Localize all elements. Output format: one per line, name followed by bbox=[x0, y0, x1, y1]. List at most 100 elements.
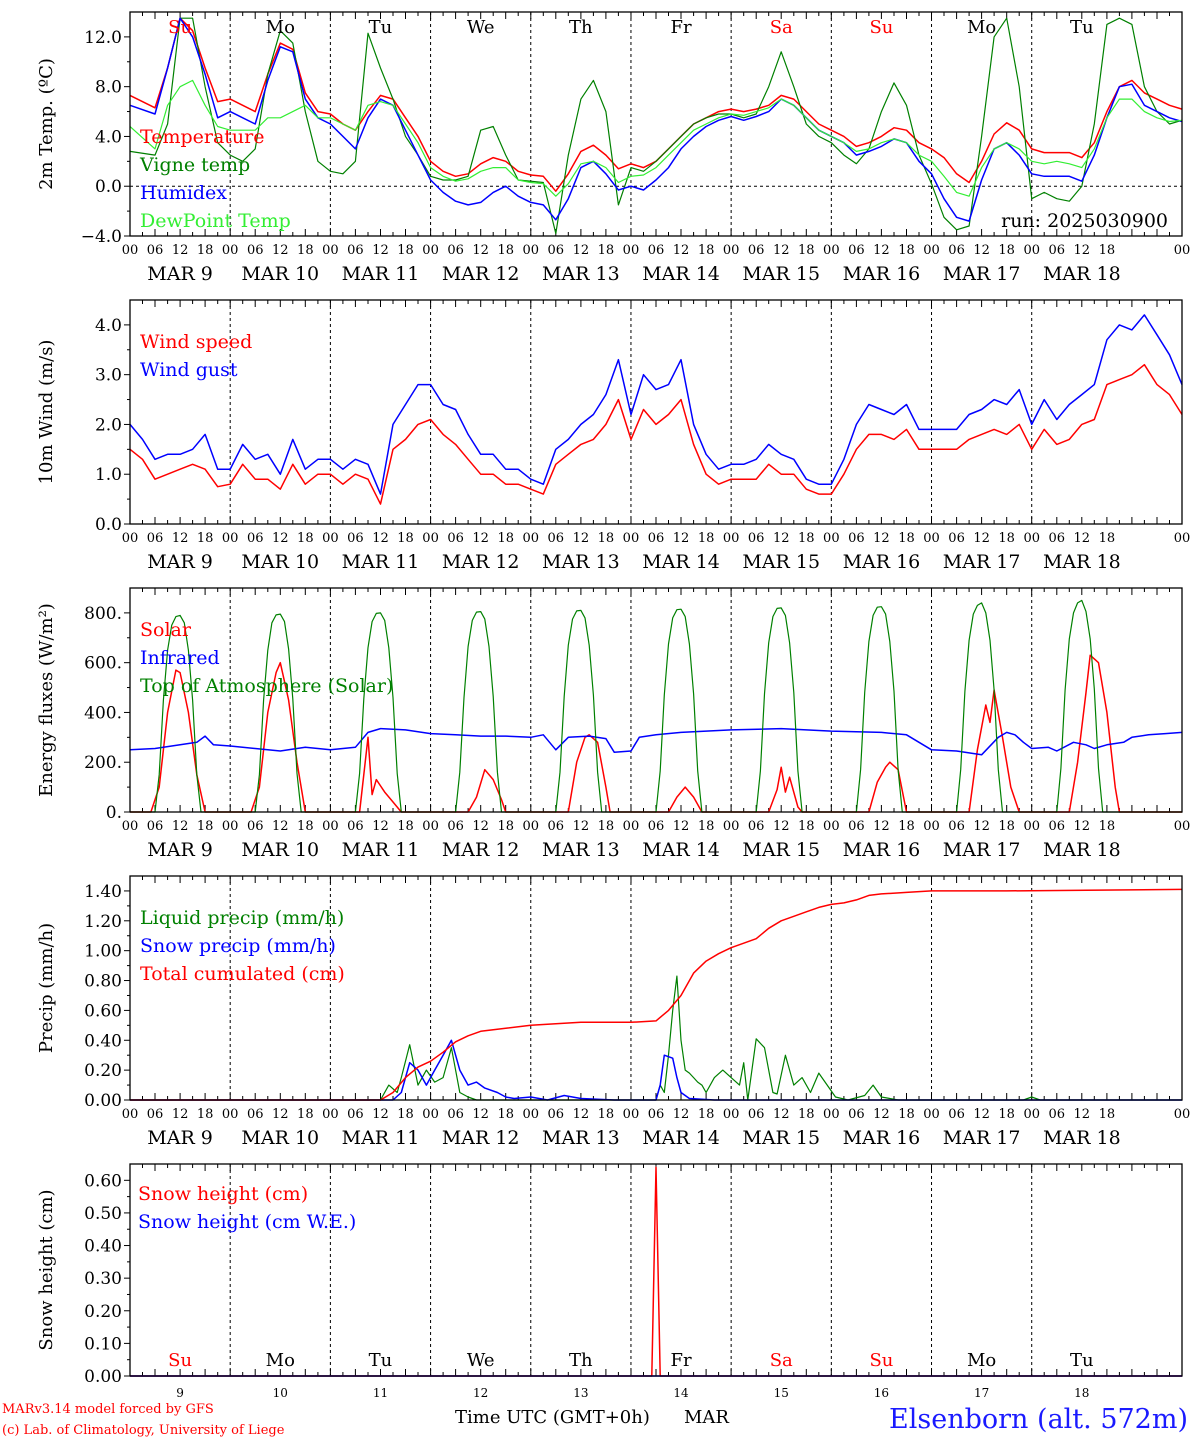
hour-tick-label: 00 bbox=[422, 819, 439, 834]
y-tick-label: 0.60 bbox=[84, 1001, 122, 1021]
hour-tick-label: 12 bbox=[673, 243, 690, 258]
date-label: MAR 18 bbox=[1043, 551, 1121, 573]
hour-tick-label: 06 bbox=[748, 819, 765, 834]
y-tick-label: 0.00 bbox=[84, 1091, 122, 1111]
y-tick-label: 0.40 bbox=[84, 1031, 122, 1051]
date-label: MAR 17 bbox=[943, 839, 1021, 861]
hour-tick-label: 12 bbox=[472, 243, 489, 258]
date-label: MAR 13 bbox=[542, 551, 620, 573]
y-axis-label: 2m Temp. (ºC) bbox=[36, 58, 57, 190]
hour-tick-label: 00 bbox=[923, 819, 940, 834]
hour-tick-label: 06 bbox=[247, 531, 264, 546]
hour-tick-label: 12 bbox=[773, 1107, 790, 1122]
series-line-blue bbox=[129, 727, 1183, 756]
hour-tick-label: 00 bbox=[122, 819, 139, 834]
hour-tick-label: 12 bbox=[472, 1107, 489, 1122]
plot-frame bbox=[129, 1163, 1183, 1377]
y-tick-label: 4.0 bbox=[95, 127, 122, 147]
hour-tick-label: 00 bbox=[522, 531, 539, 546]
hour-tick-label: 18 bbox=[197, 531, 214, 546]
hour-tick-label: 06 bbox=[648, 243, 665, 258]
series-line-green bbox=[129, 17, 1183, 235]
hour-tick-label: 12 bbox=[673, 531, 690, 546]
y-tick-label: 0.20 bbox=[84, 1302, 122, 1322]
legend-entry: Total cumulated (cm) bbox=[140, 963, 345, 985]
hour-ticks bbox=[129, 12, 1183, 236]
hour-tick-label: 18 bbox=[898, 531, 915, 546]
y-tick-label: 1.20 bbox=[84, 912, 122, 932]
hour-tick-label: 00 bbox=[923, 531, 940, 546]
hour-tick-label: 06 bbox=[1048, 819, 1065, 834]
series-line-blue bbox=[129, 314, 1183, 495]
hour-tick-label: 18 bbox=[297, 1107, 314, 1122]
hour-tick-label: 18 bbox=[397, 531, 414, 546]
hour-tick-label: 18 bbox=[497, 531, 514, 546]
hour-tick-label: 00 bbox=[1023, 1107, 1040, 1122]
hour-tick-label: 00 bbox=[723, 1107, 740, 1122]
hour-tick-label: 06 bbox=[948, 1107, 965, 1122]
hour-tick-label: 06 bbox=[648, 819, 665, 834]
series-line-red bbox=[129, 17, 1183, 192]
date-label: MAR 16 bbox=[843, 263, 921, 285]
y-tick-label: 0.30 bbox=[84, 1269, 122, 1289]
date-label: MAR 9 bbox=[147, 839, 213, 861]
legend-entry: DewPoint Temp bbox=[140, 210, 291, 232]
date-label: MAR 17 bbox=[943, 551, 1021, 573]
run-label: run: 2025030900 bbox=[1001, 210, 1168, 232]
hour-tick-label: 18 bbox=[1099, 1107, 1116, 1122]
y-tick-label: 0.80 bbox=[84, 972, 122, 992]
series-line-red bbox=[129, 363, 1183, 505]
hour-tick-label: 12 bbox=[372, 819, 389, 834]
hour-tick-label: 12 bbox=[372, 531, 389, 546]
date-label: MAR 18 bbox=[1043, 1127, 1121, 1149]
hour-tick-label: 18 bbox=[898, 819, 915, 834]
hour-tick-label: 18 bbox=[497, 819, 514, 834]
legend-entry: Wind speed bbox=[140, 331, 252, 353]
y-tick-label: 0.10 bbox=[84, 1334, 122, 1354]
chart-panels: 12.0 8.0 4.0 0.0 −4.0 2m Temp. (ºC) Temperatur… bbox=[36, 11, 1191, 1400]
date-label: MAR 13 bbox=[542, 1127, 620, 1149]
hour-tick-label: 06 bbox=[648, 531, 665, 546]
date-number-label: 18 bbox=[1074, 1386, 1089, 1400]
day-name-label: Sa bbox=[770, 17, 793, 38]
date-label: MAR 15 bbox=[742, 1127, 820, 1149]
hour-tick-label: 12 bbox=[873, 1107, 890, 1122]
hour-tick-label: 18 bbox=[197, 819, 214, 834]
series-line-blue bbox=[129, 17, 1183, 222]
hour-tick-label: 06 bbox=[1048, 243, 1065, 258]
hour-tick-label: 12 bbox=[973, 531, 990, 546]
legend-entry: Liquid precip (mm/h) bbox=[140, 907, 344, 929]
y-tick-label: 400. bbox=[84, 703, 122, 723]
date-label: MAR 10 bbox=[241, 551, 319, 573]
date-number-label: 16 bbox=[874, 1386, 889, 1400]
hour-tick-label: 18 bbox=[397, 819, 414, 834]
hour-tick-label: 12 bbox=[372, 1107, 389, 1122]
legend-entry: Snow precip (mm/h) bbox=[140, 935, 336, 957]
hour-tick-label: 18 bbox=[297, 531, 314, 546]
y-tick-label: 0.50 bbox=[84, 1204, 122, 1224]
hour-tick-label: 18 bbox=[297, 243, 314, 258]
date-label: MAR 17 bbox=[943, 1127, 1021, 1149]
hour-tick-label: 06 bbox=[848, 243, 865, 258]
y-tick-label: 200. bbox=[84, 753, 122, 773]
hour-tick-label: 00 bbox=[823, 531, 840, 546]
day-name-label: Su bbox=[168, 1350, 192, 1371]
hour-tick-label: 18 bbox=[698, 243, 715, 258]
y-tick-label: 800. bbox=[84, 604, 122, 624]
hour-tick-label: 12 bbox=[673, 1107, 690, 1122]
hour-tick-label: 12 bbox=[272, 243, 289, 258]
date-label: MAR 11 bbox=[342, 839, 420, 861]
panel-snow: 0.60 0.50 0.40 0.30 0.20 0.10 0.00 Snow height … bbox=[36, 1163, 1183, 1400]
hour-tick-label: 12 bbox=[172, 819, 189, 834]
date-label: MAR 17 bbox=[943, 263, 1021, 285]
hour-tick-label: 12 bbox=[1074, 1107, 1091, 1122]
date-label: MAR 11 bbox=[342, 263, 420, 285]
hour-tick-label: 00 bbox=[823, 819, 840, 834]
hour-tick-label: 00 bbox=[322, 819, 339, 834]
hour-tick-label: 12 bbox=[1074, 531, 1091, 546]
hour-tick-label: 06 bbox=[347, 531, 364, 546]
hour-tick-label: 12 bbox=[673, 819, 690, 834]
hour-tick-label: 00 bbox=[1174, 819, 1191, 834]
time-axis-label: Time UTC (GMT+0h) bbox=[455, 1407, 650, 1428]
hour-tick-label: 18 bbox=[698, 531, 715, 546]
